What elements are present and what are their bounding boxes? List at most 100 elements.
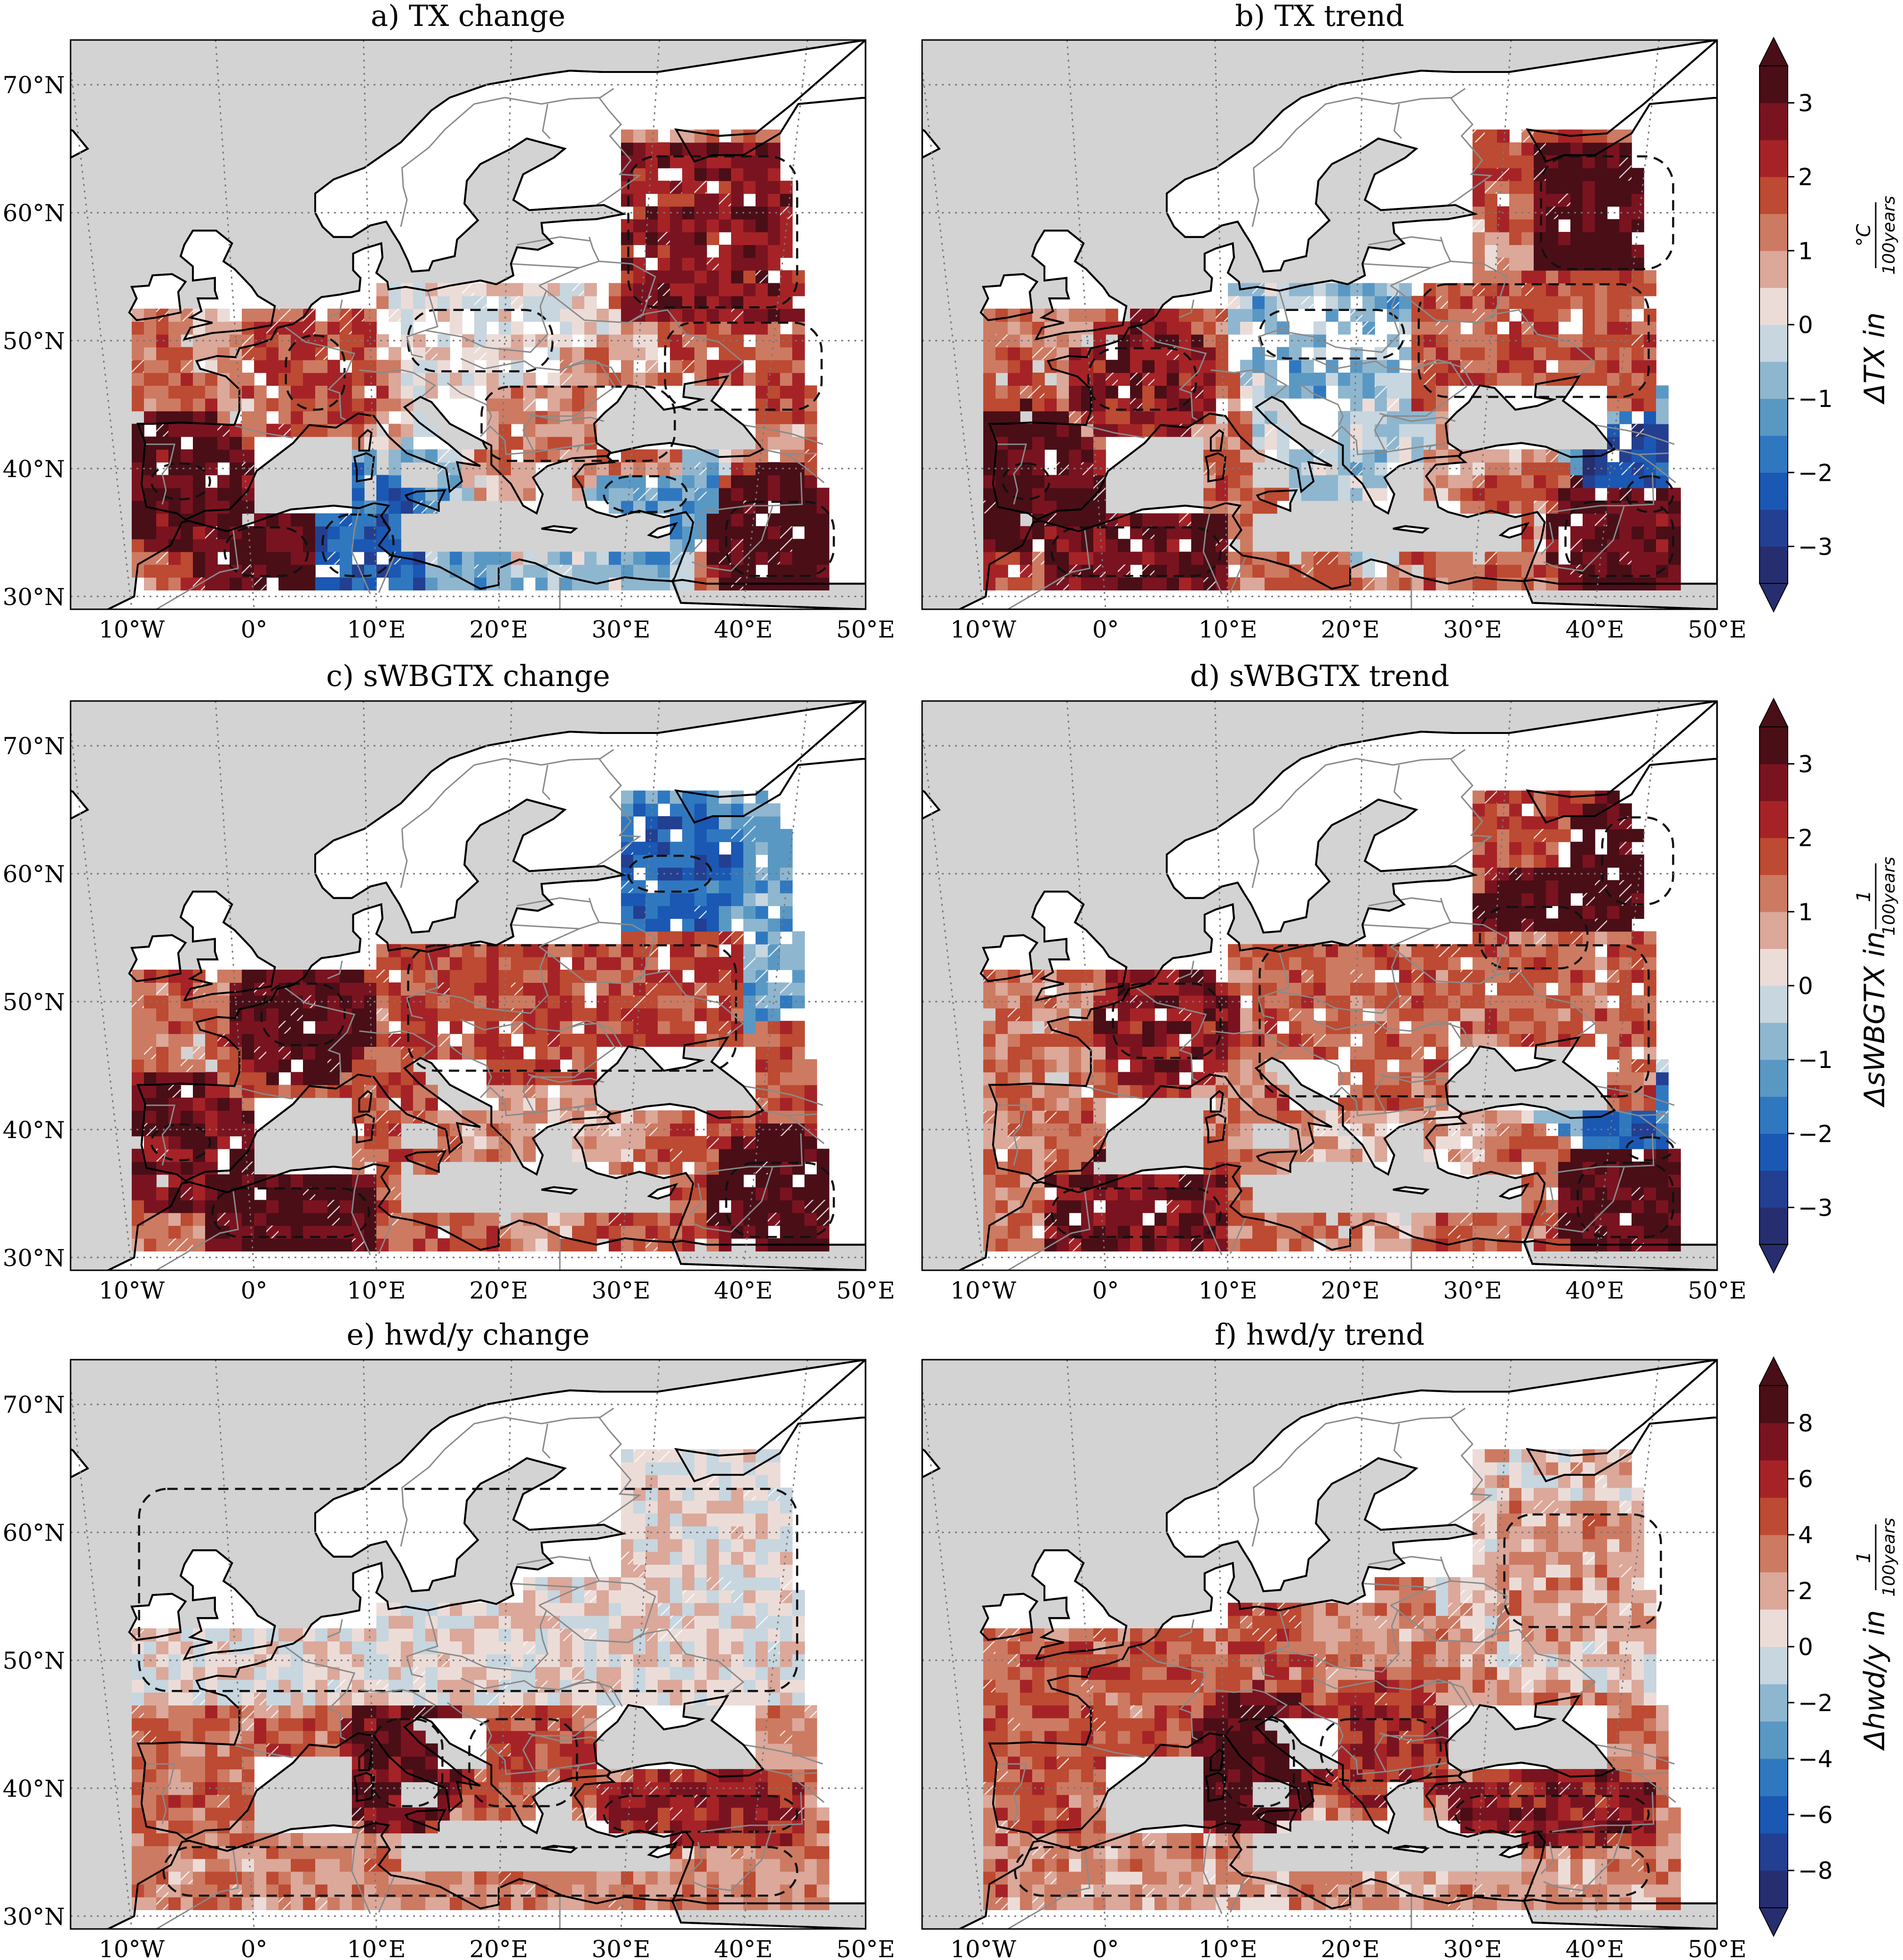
grid-cell xyxy=(1289,1238,1302,1251)
grid-cell xyxy=(156,577,169,590)
grid-cell xyxy=(1362,1046,1375,1060)
hatch-cell xyxy=(156,982,168,995)
grid-cell xyxy=(670,893,683,906)
grid-cell xyxy=(1008,321,1020,335)
grid-cell xyxy=(621,321,634,335)
hatch-cell xyxy=(780,207,792,219)
grid-cell xyxy=(523,1072,536,1085)
grid-cell xyxy=(193,398,206,411)
grid-cell xyxy=(1326,296,1338,309)
grid-cell xyxy=(156,1098,169,1111)
grid-cell xyxy=(1473,880,1485,893)
grid-cell xyxy=(254,1059,267,1072)
grid-cell xyxy=(1485,245,1497,258)
grid-cell xyxy=(1497,982,1510,996)
hatch-cell xyxy=(670,1149,682,1162)
grid-cell xyxy=(181,501,193,514)
grid-cell xyxy=(1607,245,1620,258)
grid-cell xyxy=(193,1136,206,1149)
grid-cell xyxy=(645,232,658,245)
grid-cell xyxy=(1314,475,1326,488)
grid-cell xyxy=(205,488,218,501)
grid-cell xyxy=(217,577,230,590)
grid-cell xyxy=(156,1046,169,1060)
hatch-cell xyxy=(254,577,266,590)
grid-cell xyxy=(156,321,169,335)
grid-cell xyxy=(499,1046,511,1060)
grid-cell xyxy=(1350,283,1363,296)
grid-cell xyxy=(621,957,634,970)
grid-cell xyxy=(707,931,719,944)
grid-cell xyxy=(731,1213,744,1226)
grid-cell xyxy=(780,309,793,322)
grid-cell xyxy=(1595,1174,1608,1187)
lon-tick-label: 30°E xyxy=(1443,616,1502,643)
hatch-cell xyxy=(181,1059,193,1072)
grid-cell xyxy=(756,245,768,258)
grid-cell xyxy=(743,309,756,322)
grid-cell xyxy=(254,1072,267,1085)
grid-cell xyxy=(1546,513,1559,526)
grid-cell xyxy=(1509,1149,1522,1162)
grid-cell xyxy=(768,854,780,868)
grid-cell xyxy=(1008,577,1020,590)
grid-cell xyxy=(499,1072,511,1085)
grid-cell xyxy=(1179,1021,1192,1034)
grid-cell xyxy=(1521,1110,1534,1123)
grid-cell xyxy=(743,347,756,360)
grid-cell xyxy=(1656,411,1669,424)
grid-cell xyxy=(205,1072,218,1085)
hatch-cell xyxy=(731,829,743,842)
grid-cell xyxy=(1509,1008,1522,1021)
grid-cell xyxy=(144,347,157,360)
grid-cell xyxy=(1558,1021,1571,1034)
grid-cell xyxy=(1240,1187,1253,1200)
grid-cell xyxy=(1216,475,1228,488)
grid-cell xyxy=(694,957,707,970)
grid-cell xyxy=(1069,1162,1082,1175)
grid-cell xyxy=(1485,1213,1497,1226)
grid-cell xyxy=(548,283,560,296)
grid-cell xyxy=(1338,385,1351,398)
grid-cell xyxy=(303,526,316,539)
grid-cell xyxy=(1228,970,1241,983)
grid-cell xyxy=(1044,1034,1057,1047)
grid-cell xyxy=(1583,143,1595,156)
grid-cell xyxy=(242,1072,255,1085)
grid-cell xyxy=(560,1085,573,1098)
grid-cell xyxy=(1424,1034,1436,1047)
grid-cell xyxy=(1521,995,1534,1008)
grid-cell xyxy=(1008,982,1020,996)
grid-cell xyxy=(181,347,193,360)
grid-cell xyxy=(242,1200,255,1213)
grid-cell xyxy=(474,321,487,335)
grid-cell xyxy=(743,475,756,488)
grid-cell xyxy=(1509,577,1522,590)
grid-cell xyxy=(1240,488,1253,501)
grid-cell xyxy=(144,1200,157,1213)
grid-cell xyxy=(1118,1034,1131,1047)
grid-cell xyxy=(707,193,719,207)
grid-cell xyxy=(1583,129,1595,143)
grid-cell xyxy=(719,257,732,271)
grid-cell xyxy=(1069,1021,1082,1034)
grid-cell xyxy=(1411,1213,1424,1226)
grid-cell xyxy=(768,1072,780,1085)
grid-cell xyxy=(376,1046,389,1060)
grid-cell xyxy=(1558,1200,1571,1213)
grid-cell xyxy=(1008,1059,1020,1072)
grid-cell xyxy=(1057,424,1069,437)
grid-cell xyxy=(1130,1200,1143,1213)
grid-cell xyxy=(756,181,768,194)
grid-cell xyxy=(132,982,144,996)
grid-cell xyxy=(780,283,793,296)
grid-cell xyxy=(768,880,780,893)
grid-cell xyxy=(1338,1149,1351,1162)
grid-cell xyxy=(995,1046,1008,1060)
grid-cell xyxy=(340,1059,352,1072)
hatch-cell xyxy=(670,181,682,193)
grid-cell xyxy=(1265,1238,1277,1251)
grid-cell xyxy=(1240,1136,1253,1149)
grid-cell xyxy=(291,552,303,565)
grid-cell xyxy=(670,1136,683,1149)
